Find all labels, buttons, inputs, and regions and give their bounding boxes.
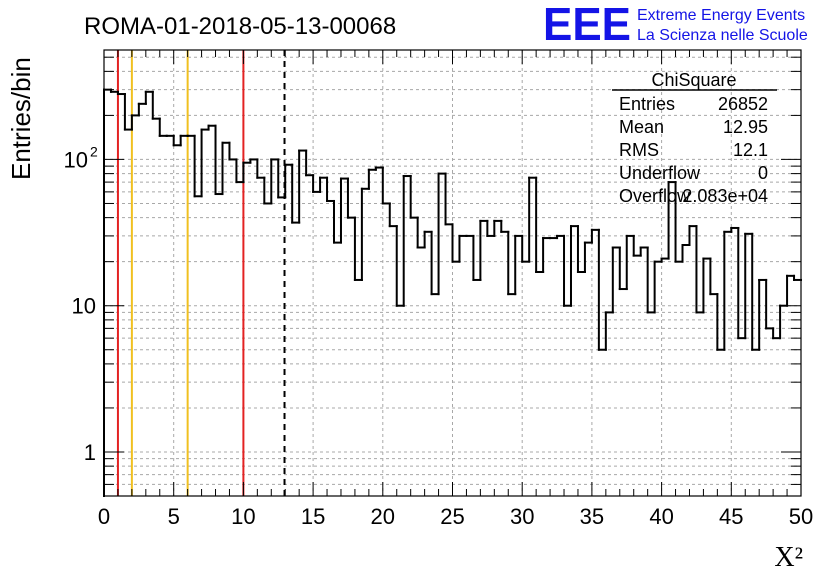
- x-tick-label: 15: [301, 504, 325, 529]
- stats-value-mean: 12.95: [723, 117, 768, 137]
- histogram: [103, 88, 802, 497]
- logo-eee: EEE: [543, 0, 631, 50]
- run-title: ROMA-01-2018-05-13-00068: [84, 13, 396, 40]
- grid: [104, 50, 801, 497]
- x-tick-label: 45: [719, 504, 743, 529]
- x-tick-label: 5: [168, 504, 180, 529]
- x-axis-title: X²: [774, 542, 803, 572]
- axis-ticks: [103, 50, 802, 497]
- y-tick-label: 10: [64, 147, 88, 172]
- stats-label-mean: Mean: [619, 117, 664, 137]
- x-tick-label: 40: [649, 504, 673, 529]
- x-tick-label: 0: [98, 504, 110, 529]
- y-tick-label: 10: [72, 294, 96, 319]
- x-tick-label: 30: [510, 504, 534, 529]
- stats-label-entries: Entries: [619, 94, 675, 114]
- x-tick-label: 10: [231, 504, 255, 529]
- logo-line-1: Extreme Energy Events: [637, 7, 805, 24]
- x-tick-label: 20: [371, 504, 395, 529]
- y-tick-label-exponent: 2: [90, 143, 98, 159]
- x-tick-label: 50: [789, 504, 813, 529]
- stats-box: ChiSquare Entries 26852 Mean 12.95 RMS 1…: [612, 70, 777, 206]
- stats-label-overflow: Overflow: [619, 186, 691, 206]
- stats-value-rms: 12.1: [733, 140, 768, 160]
- x-tick-label: 25: [440, 504, 464, 529]
- stats-label-underflow: Underflow: [619, 163, 701, 183]
- logo-line-2: La Scienza nelle Scuole: [637, 27, 808, 44]
- stats-title: ChiSquare: [651, 70, 736, 90]
- x-tick-label: 35: [580, 504, 604, 529]
- stats-label-rms: RMS: [619, 140, 659, 160]
- y-tick-label: 1: [84, 440, 96, 465]
- stats-value-overflow: 2.083e+04: [682, 186, 768, 206]
- y-axis-title: Entries/bin: [6, 57, 36, 180]
- stats-value-underflow: 0: [758, 163, 768, 183]
- stats-value-entries: 26852: [718, 94, 768, 114]
